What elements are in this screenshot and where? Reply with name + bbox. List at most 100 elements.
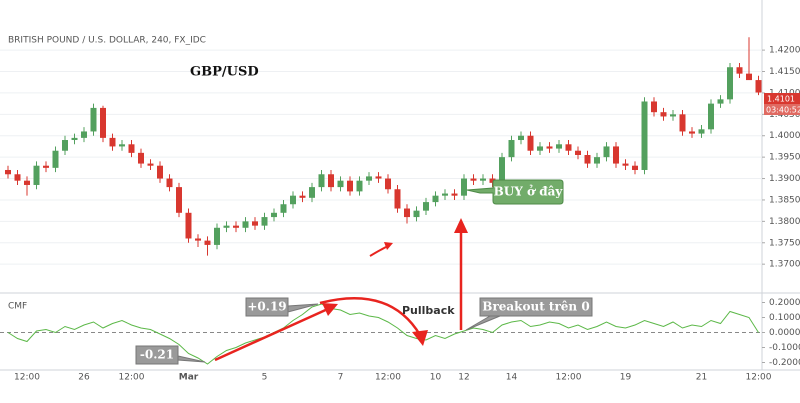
candle-body	[689, 131, 695, 134]
candle-body	[90, 107, 97, 132]
annotation: BUY ở đây	[494, 184, 564, 199]
y-tick-label: 1.3900	[769, 174, 800, 184]
y-tick-label: 0.1000	[769, 313, 800, 323]
candle-body	[109, 137, 116, 147]
annotation: 03:40:52	[766, 106, 800, 115]
y-tick-label: -0.2000	[769, 358, 800, 368]
candle-body	[290, 195, 296, 205]
x-tick-label: 21	[696, 373, 707, 383]
candle-body	[575, 150, 581, 155]
arrow-head	[454, 218, 468, 233]
candle-body	[100, 107, 106, 138]
candle-body	[5, 169, 11, 175]
y-tick-label: 1.4000	[769, 131, 800, 141]
candle-body	[708, 103, 714, 130]
callout-box	[465, 297, 593, 331]
chart-title: BRITISH POUND / U.S. DOLLAR, 240, FX_IDC	[8, 36, 206, 46]
candle-body	[413, 210, 420, 218]
x-tick-label: Mar	[179, 373, 199, 383]
candle-body	[223, 225, 230, 228]
candle-body	[81, 131, 87, 138]
candle-body	[356, 180, 363, 192]
candle-body	[366, 176, 372, 181]
panel-title: CMF	[8, 302, 27, 312]
arrow-head	[412, 330, 428, 346]
candle-body	[404, 208, 410, 218]
callout-box	[466, 179, 564, 205]
candle-body	[651, 101, 657, 113]
candle-body	[632, 165, 638, 170]
candle-body	[736, 67, 743, 74]
candle-body	[347, 180, 353, 192]
candle-body	[670, 114, 676, 117]
x-tick-label: 12:00	[14, 373, 40, 383]
candle-body	[43, 165, 49, 168]
callout-box	[135, 345, 206, 365]
candle-body	[489, 178, 496, 183]
candle-body	[603, 146, 610, 158]
y-tick-label: 1.3750	[769, 238, 800, 248]
x-tick-label: 12:00	[746, 373, 772, 383]
candle-body	[584, 155, 591, 164]
time-tag	[764, 104, 800, 115]
annotation: +0.19	[247, 300, 286, 314]
x-tick-label: 26	[78, 373, 90, 383]
candle-body	[727, 67, 733, 100]
x-tick-label: 12:00	[375, 373, 401, 383]
annotation: 1.4101	[767, 95, 795, 104]
candle-body	[309, 187, 315, 198]
candle-body	[280, 204, 287, 213]
candle-body	[33, 165, 40, 185]
x-tick-label: 10	[430, 373, 442, 383]
candle-body	[337, 180, 344, 188]
candle-body	[622, 163, 629, 166]
arrow	[214, 306, 331, 362]
arrow-head	[384, 242, 393, 250]
x-tick-label: 12:00	[119, 373, 145, 383]
candle-body	[62, 140, 68, 151]
y-tick-label: 1.3850	[769, 195, 800, 205]
candle-body	[518, 135, 524, 141]
candle-body	[746, 73, 752, 81]
x-tick-label: 14	[506, 373, 518, 383]
candle-body	[52, 150, 59, 168]
y-tick-label: 1.3800	[769, 217, 800, 227]
candle-body	[128, 144, 135, 153]
candle-body	[166, 178, 173, 188]
candle-body	[499, 157, 505, 183]
candle-body	[470, 178, 477, 181]
candle-body	[24, 180, 30, 185]
candle-body	[508, 140, 515, 158]
candle-body	[755, 80, 762, 93]
x-tick-label: 5	[262, 373, 268, 383]
annotation: GBP/USD	[190, 65, 259, 80]
candle-body	[451, 193, 458, 196]
y-tick-label: 1.3700	[769, 260, 800, 270]
candle-body	[717, 99, 724, 104]
candle-body	[157, 165, 163, 179]
y-tick-label: -0.1000	[769, 343, 800, 353]
candle-body	[233, 225, 239, 228]
candle-body	[318, 174, 325, 188]
candle-body	[461, 178, 467, 196]
candle-body	[204, 240, 211, 245]
candle-body	[71, 137, 78, 141]
candle-body	[394, 189, 401, 209]
annotation: Breakout trên 0	[482, 300, 589, 314]
candle-body	[185, 212, 192, 239]
y-tick-label: 1.3950	[769, 153, 800, 163]
candle-body	[480, 178, 486, 181]
price-tag	[764, 93, 800, 104]
y-tick-label: 0.0000	[769, 328, 800, 338]
candle-body	[442, 193, 448, 196]
candle-body	[176, 187, 182, 213]
candle-body	[660, 112, 667, 117]
candle-body	[594, 157, 600, 164]
candle-body	[119, 144, 125, 147]
candle-body	[423, 202, 429, 211]
candle-body	[299, 195, 306, 198]
candle-body	[537, 146, 543, 151]
candle-body	[271, 212, 277, 218]
candle-body	[641, 101, 648, 170]
